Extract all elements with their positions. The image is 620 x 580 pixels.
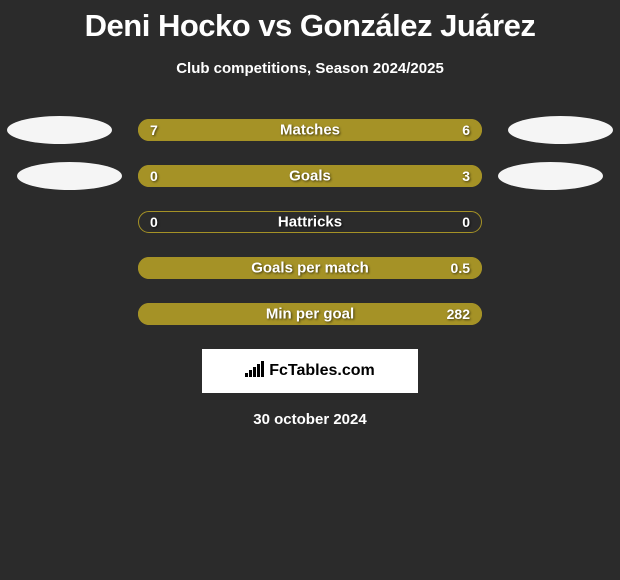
stat-row-hattricks: 0 Hattricks 0 [0,211,620,233]
subtitle: Club competitions, Season 2024/2025 [0,60,620,77]
stat-row-goals: 0 Goals 3 [0,165,620,187]
stat-row-mpg: Min per goal 282 [0,303,620,325]
stats-content: 7 Matches 6 0 Goals 3 0 Hattricks 0 [0,119,620,428]
value-right: 282 [447,306,470,322]
value-right: 6 [462,122,470,138]
stat-label: Goals [289,168,331,185]
stat-label: Goals per match [251,260,369,277]
ellipse-right-goals [498,162,603,190]
stat-row-matches: 7 Matches 6 [0,119,620,141]
value-right: 0.5 [451,260,470,276]
value-left: 0 [150,168,158,184]
bar-hattricks: 0 Hattricks 0 [138,211,482,233]
ellipse-left-matches [7,116,112,144]
brand-box[interactable]: FcTables.com [202,349,418,393]
bar-matches: 7 Matches 6 [138,119,482,141]
value-right: 0 [462,214,470,230]
stat-label: Hattricks [278,214,342,231]
chart-icon [245,361,265,382]
bar-gpm: Goals per match 0.5 [138,257,482,279]
stat-label: Matches [280,122,340,139]
value-right: 3 [462,168,470,184]
bar-mpg: Min per goal 282 [138,303,482,325]
ellipse-right-matches [508,116,613,144]
stat-row-gpm: Goals per match 0.5 [0,257,620,279]
ellipse-left-goals [17,162,122,190]
value-left: 0 [150,214,158,230]
stat-label: Min per goal [266,306,354,323]
page-title: Deni Hocko vs González Juárez [0,0,620,44]
brand-text: FcTables.com [269,362,375,380]
bar-goals: 0 Goals 3 [138,165,482,187]
bar-right-fill [323,119,482,141]
date-text: 30 october 2024 [0,411,620,428]
value-left: 7 [150,122,158,138]
